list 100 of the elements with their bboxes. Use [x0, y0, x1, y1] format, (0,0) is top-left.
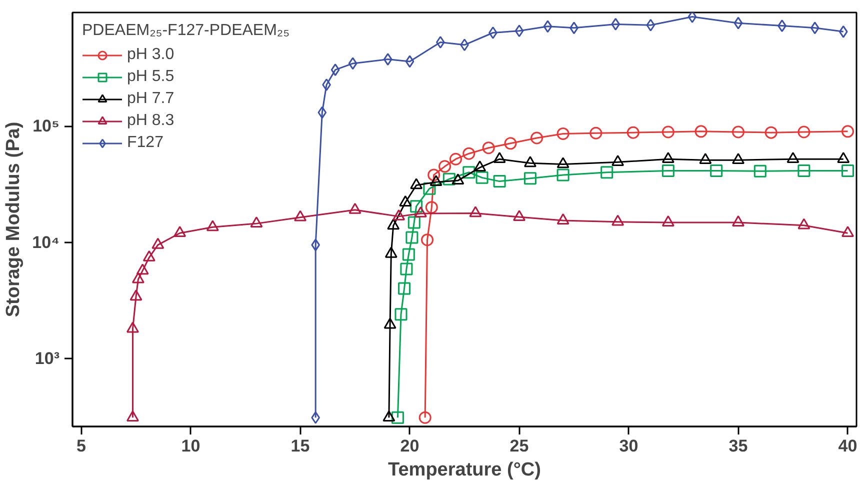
x-tick-label: 25: [510, 436, 529, 456]
point: [841, 226, 854, 238]
point: [126, 322, 139, 333]
point: [399, 195, 412, 206]
point: [294, 210, 307, 222]
legend-label: F127: [127, 134, 164, 152]
point: [398, 282, 411, 295]
point: [126, 410, 139, 422]
point: [348, 57, 358, 70]
point: [136, 264, 149, 275]
point: [556, 168, 570, 182]
x-tick-label: 5: [76, 436, 86, 456]
point: [383, 53, 392, 66]
point: [662, 152, 674, 164]
point: [250, 216, 263, 228]
point: [382, 410, 396, 422]
legend-label: pH 7.7: [127, 90, 174, 108]
point: [524, 156, 536, 168]
point: [530, 132, 544, 144]
point: [442, 172, 456, 186]
point: [394, 308, 408, 321]
point: [662, 126, 674, 138]
point: [504, 137, 517, 150]
point: [764, 126, 778, 139]
point: [436, 36, 445, 48]
x-tick-label: 10: [181, 436, 200, 456]
point: [384, 246, 398, 258]
point: [556, 213, 570, 224]
point: [612, 214, 624, 226]
point: [493, 152, 506, 164]
point: [318, 106, 327, 119]
point: [425, 201, 438, 214]
point: [438, 160, 452, 173]
point: [130, 290, 142, 301]
point: [710, 164, 723, 177]
point: [348, 202, 362, 214]
point: [694, 125, 708, 138]
point: [462, 147, 476, 160]
point: [837, 152, 850, 164]
point: [798, 218, 810, 230]
point: [449, 152, 462, 166]
point: [732, 126, 744, 138]
point: [206, 220, 219, 232]
point: [406, 231, 418, 244]
point: [611, 18, 620, 30]
point: [612, 155, 624, 166]
point: [387, 218, 400, 230]
point: [699, 152, 712, 164]
point: [556, 127, 570, 140]
x-tick-label: 35: [728, 436, 748, 456]
point: [513, 210, 526, 221]
legend-label: pH 5.5: [127, 68, 174, 86]
point: [132, 272, 144, 284]
point: [590, 126, 602, 140]
point: [841, 164, 854, 177]
point: [423, 182, 436, 195]
point: [402, 248, 415, 261]
y-tick-label: 10⁴: [32, 232, 60, 252]
point: [428, 168, 440, 182]
point: [476, 171, 488, 184]
point: [408, 216, 420, 229]
point: [488, 26, 498, 39]
point: [405, 55, 414, 68]
x-tick-label: 40: [838, 436, 858, 456]
point: [384, 318, 396, 329]
point: [810, 22, 820, 34]
point: [524, 172, 536, 185]
point: [462, 166, 476, 179]
point: [452, 173, 464, 184]
point: [418, 411, 432, 424]
x-tick-label: 15: [290, 436, 310, 456]
y-axis-title: Storage Modulus (Pa): [3, 122, 24, 318]
point: [600, 166, 614, 179]
point: [543, 20, 552, 33]
legend-label: pH 3.0: [127, 46, 174, 64]
point: [469, 206, 482, 218]
point: [734, 16, 743, 30]
point: [400, 262, 413, 276]
point: [626, 126, 640, 139]
point: [152, 238, 164, 249]
point: [732, 215, 744, 226]
x-axis-title: Temperature (°C): [388, 460, 541, 480]
point: [841, 125, 854, 138]
point: [421, 234, 434, 246]
point: [688, 12, 697, 24]
point: [174, 226, 186, 238]
point: [414, 206, 427, 218]
y-tick-label: 10⁵: [32, 116, 60, 136]
point: [754, 164, 766, 178]
point: [430, 174, 442, 186]
point: [556, 157, 570, 168]
point: [410, 178, 423, 190]
point: [391, 411, 404, 424]
legend-label: pH 8.3: [127, 112, 174, 130]
point: [482, 142, 495, 154]
x-tick-label: 30: [619, 436, 638, 456]
point: [330, 64, 340, 76]
point: [798, 164, 810, 177]
y-tick-label: 10³: [34, 349, 60, 368]
point: [392, 209, 406, 220]
